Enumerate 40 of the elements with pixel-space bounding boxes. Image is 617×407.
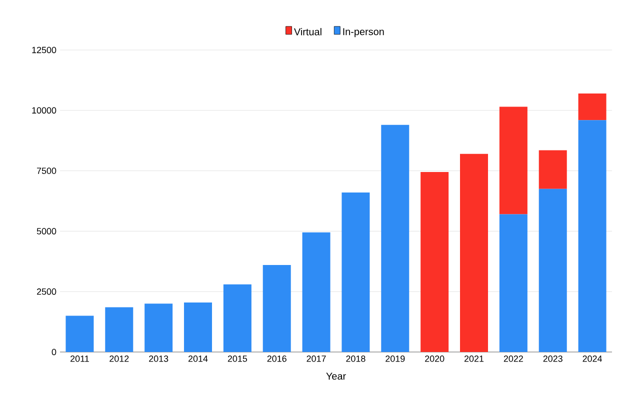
x-tick-label: 2012 [110,356,129,362]
bar [499,214,528,352]
x-tick-label: 2024 [582,356,602,362]
x-tick-label: 2015 [228,356,248,362]
bar [460,154,488,352]
x-tick-label: 2016 [267,356,286,362]
x-tick-label: 2011 [70,356,89,362]
bar [342,192,370,352]
y-tick-label: 10000 [32,107,56,114]
bar [66,316,94,352]
x-tick-label: 2019 [386,356,405,362]
x-tick-label: 2021 [464,356,484,362]
bar [578,120,606,352]
x-tick-label: 2014 [188,356,208,362]
bar [144,304,173,352]
legend-label: In-person [343,28,384,38]
bar [105,307,134,352]
x-axis-title: Year [326,372,346,380]
bar [499,106,528,214]
x-tick-label: 2018 [346,356,366,362]
y-tick-label: 12500 [32,46,56,54]
bar [578,93,606,120]
bar [420,172,449,352]
x-tick-label: 2023 [543,356,562,362]
y-tick-label: 2500 [36,288,56,295]
x-tick-label: 2022 [504,356,523,362]
y-tick-label: 7500 [36,168,56,174]
x-tick-label: 2020 [425,356,444,362]
legend-label: Virtual [294,28,322,36]
y-tick-label: 5000 [36,228,56,234]
bar [262,265,291,352]
bar [184,302,212,352]
x-tick-label: 2017 [306,356,326,362]
x-tick-label: 2013 [149,356,168,362]
y-tick-label: 0 [52,348,56,356]
bar [381,124,410,352]
bar [538,150,567,189]
bar [538,188,567,352]
bar [223,284,252,352]
bar [302,232,330,352]
